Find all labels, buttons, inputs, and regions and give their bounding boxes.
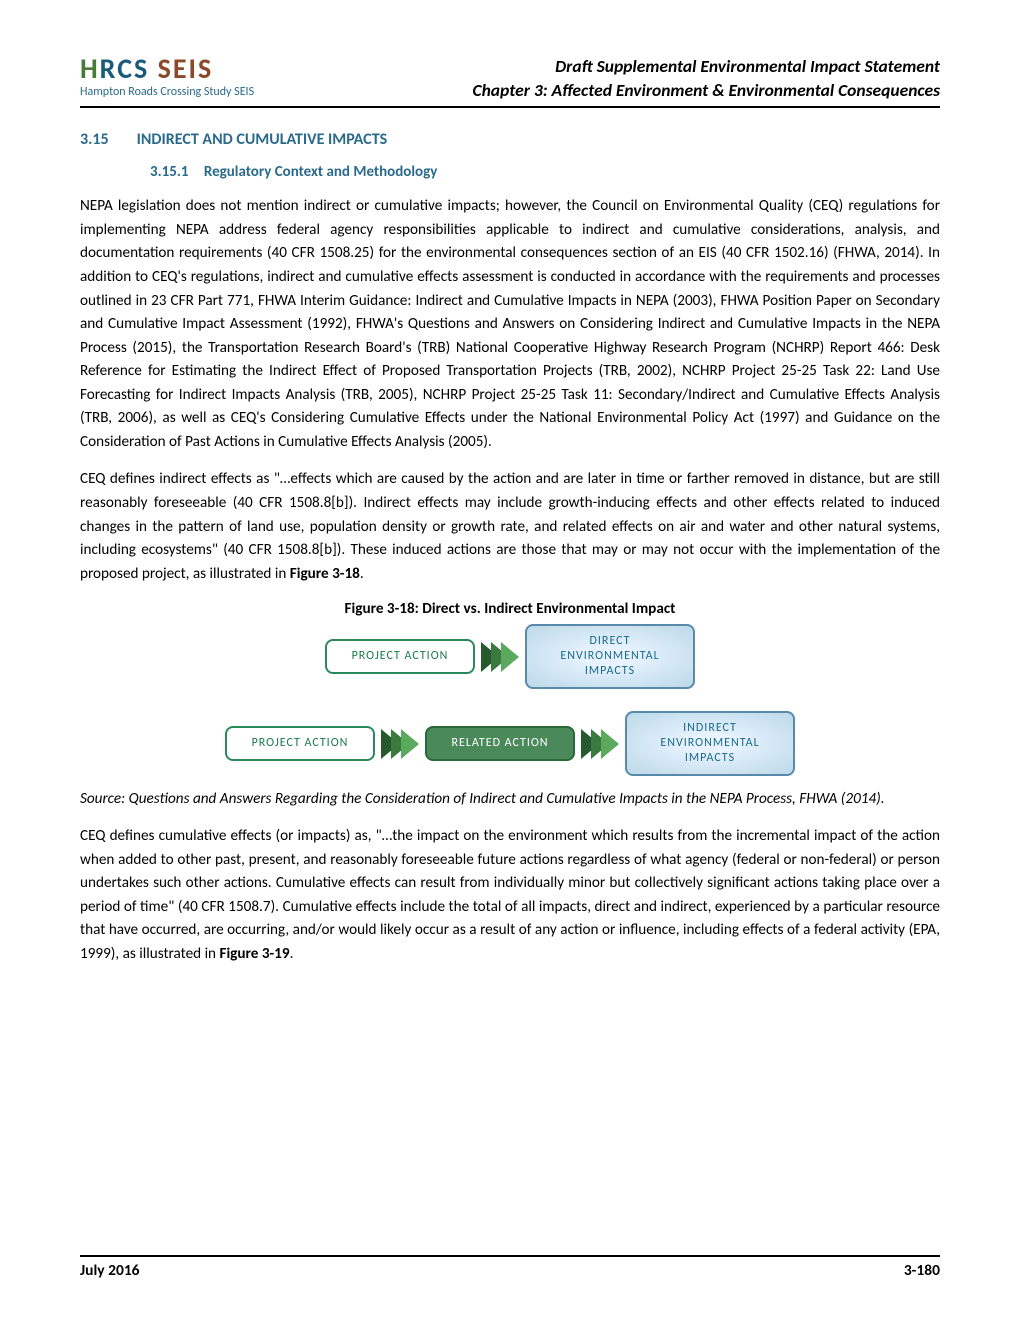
- p3-text-b: .: [290, 945, 294, 963]
- box-line: ENVIRONMENTAL: [541, 649, 679, 664]
- section-heading: 3.15 INDIRECT AND CUMULATIVE IMPACTS: [80, 130, 940, 149]
- chevrons-3: [581, 729, 619, 759]
- box-direct-impacts: DIRECT ENVIRONMENTAL IMPACTS: [525, 624, 695, 689]
- page-footer: July 2016 3-180: [80, 1255, 940, 1280]
- header-titles: Draft Supplemental Environmental Impact …: [473, 55, 941, 102]
- box-project-action-1: PROJECT ACTION: [325, 639, 475, 674]
- chevrons-1: [481, 642, 519, 672]
- box-line: IMPACTS: [641, 751, 779, 766]
- box-indirect-impacts: INDIRECT ENVIRONMENTAL IMPACTS: [625, 711, 795, 776]
- p2-text-b: .: [360, 565, 364, 583]
- box-related-action: RELATED ACTION: [425, 726, 575, 761]
- box-line: ENVIRONMENTAL: [641, 736, 779, 751]
- logo-subtitle: Hampton Roads Crossing Study SEIS: [80, 85, 254, 99]
- box-line: DIRECT: [541, 634, 679, 649]
- paragraph-1: NEPA legislation does not mention indire…: [80, 195, 940, 454]
- box-project-action-2: PROJECT ACTION: [225, 726, 375, 761]
- chevron-icon: [501, 642, 519, 672]
- section-title: INDIRECT AND CUMULATIVE IMPACTS: [137, 130, 388, 149]
- paragraph-3: CEQ defines cumulative effects (or impac…: [80, 825, 940, 966]
- flow-row-indirect: PROJECT ACTION RELATED ACTION INDIRECT E…: [225, 711, 795, 776]
- footer-page-number: 3-180: [904, 1261, 940, 1280]
- figure-source: Source: Questions and Answers Regarding …: [80, 788, 940, 811]
- figure-3-18: PROJECT ACTION DIRECT ENVIRONMENTAL IMPA…: [80, 624, 940, 776]
- p2-text-a: CEQ defines indirect effects as "…effect…: [80, 470, 940, 582]
- section-number: 3.15: [80, 130, 109, 149]
- chevron-icon: [401, 729, 419, 759]
- doc-title-line2: Chapter 3: Affected Environment & Enviro…: [473, 79, 941, 103]
- p2-figure-ref: Figure 3-18: [290, 565, 360, 583]
- chevron-icon: [601, 729, 619, 759]
- p3-figure-ref: Figure 3-19: [219, 945, 289, 963]
- page-header: HRCS SEIS Hampton Roads Crossing Study S…: [80, 55, 940, 108]
- logo-letter-h: H: [80, 51, 100, 86]
- flow-row-direct: PROJECT ACTION DIRECT ENVIRONMENTAL IMPA…: [325, 624, 695, 689]
- box-line: IMPACTS: [541, 664, 679, 679]
- subsection-heading: 3.15.1 Regulatory Context and Methodolog…: [150, 163, 940, 181]
- figure-caption: Figure 3-18: Direct vs. Indirect Environ…: [80, 600, 940, 618]
- p3-text-a: CEQ defines cumulative effects (or impac…: [80, 827, 940, 963]
- box-line: INDIRECT: [641, 721, 779, 736]
- footer-date: July 2016: [80, 1261, 140, 1280]
- subsection-title: Regulatory Context and Methodology: [204, 163, 437, 181]
- logo: HRCS SEIS Hampton Roads Crossing Study S…: [80, 55, 254, 99]
- paragraph-2: CEQ defines indirect effects as "…effect…: [80, 468, 940, 586]
- logo-letters-rcs: RCS: [100, 51, 158, 86]
- subsection-number: 3.15.1: [150, 163, 188, 181]
- doc-title-line1: Draft Supplemental Environmental Impact …: [473, 55, 941, 79]
- chevrons-2: [381, 729, 419, 759]
- logo-main: HRCS SEIS: [80, 55, 254, 83]
- logo-letters-seis: SEIS: [158, 51, 214, 86]
